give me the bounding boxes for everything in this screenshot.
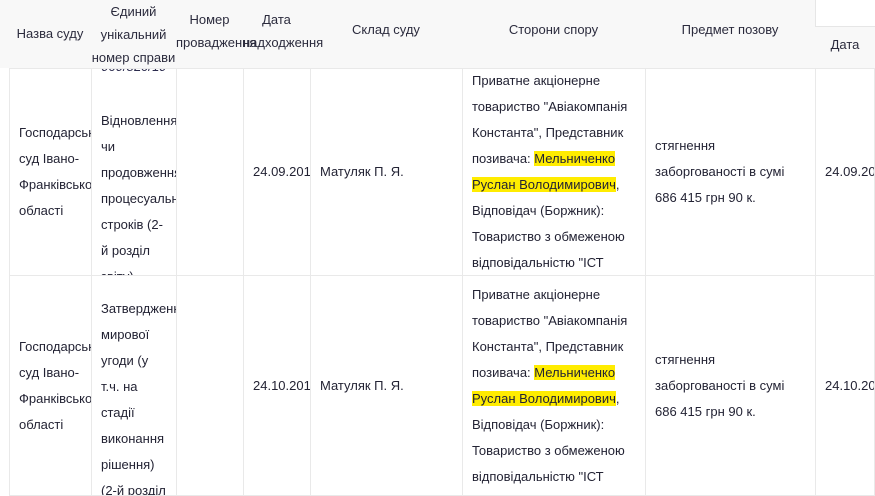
subject-text: стягнення заборгованості в сумі 686 415 … bbox=[655, 138, 785, 205]
case-kind-text: Затвердження мирової угоди (у т.ч. на ст… bbox=[101, 300, 176, 496]
date-text: 24.09.2019 bbox=[825, 164, 875, 179]
court-panel-text: Матуляк П. Я. bbox=[320, 164, 404, 179]
column-header-subject[interactable]: Предмет позову bbox=[681, 22, 779, 37]
parties-text: Позивач (Заявник): Приватне акціонерне т… bbox=[472, 69, 636, 275]
receipt-date-text: 24.10.2019 bbox=[253, 377, 310, 393]
case-number-block: 909/820/19 Відновлення чи продовження пр… bbox=[101, 69, 176, 275]
table-body: Господарський суд Івано-Франківської обл… bbox=[0, 68, 875, 496]
column-header-court-name[interactable]: Назва суду bbox=[16, 26, 84, 41]
column-header-date[interactable]: Дата bbox=[830, 37, 860, 52]
receipt-date-text: 24.09.2019 bbox=[253, 164, 310, 179]
column-header-parties[interactable]: Сторони спору bbox=[508, 22, 599, 37]
parties-prefix: Позивач (Заявник): Приватне акціонерне т… bbox=[472, 286, 628, 380]
column-header-receipt-date[interactable]: Дата надходження bbox=[243, 12, 324, 50]
cell-case-number: 909/820/19 Затвердження мирової угоди (у… bbox=[91, 275, 176, 496]
cell-court-panel: Матуляк П. Я. bbox=[310, 275, 462, 496]
table-row[interactable]: Господарський суд Івано-Франківської обл… bbox=[0, 275, 875, 496]
cell-court-name: Господарський суд Івано-Франківської обл… bbox=[9, 275, 91, 496]
column-header-proceeding-number[interactable]: Номер провадження bbox=[176, 12, 257, 50]
subject-text: стягнення заборгованості в сумі 686 415 … bbox=[655, 351, 785, 419]
cell-case-number: 909/820/19 Відновлення чи продовження пр… bbox=[91, 68, 176, 275]
cell-receipt-date: 24.09.2019 bbox=[243, 68, 310, 275]
header-corner-box bbox=[815, 0, 875, 27]
table-header-row: Назва суду Єдиний унікальний номер справ… bbox=[0, 0, 875, 68]
parties-highlighted-name: Мельниченко Руслан Володимирович bbox=[472, 364, 616, 406]
cell-receipt-date: 24.10.2019 bbox=[243, 275, 310, 496]
case-kind-text: Відновлення чи продовження процесуальних… bbox=[101, 113, 176, 275]
column-header-case-number[interactable]: Єдиний унікальний номер справи bbox=[91, 4, 176, 65]
cell-date: 24.10.2019 bbox=[815, 275, 875, 496]
cell-subject: стягнення заборгованості в сумі 686 415 … bbox=[645, 275, 815, 496]
case-number-block: 909/820/19 Затвердження мирової угоди (у… bbox=[101, 276, 176, 496]
court-name-text: Господарський суд Івано-Франківської обл… bbox=[19, 125, 91, 218]
parties-prefix: Позивач (Заявник): Приватне акціонерне т… bbox=[472, 73, 628, 166]
court-panel-text: Матуляк П. Я. bbox=[320, 377, 404, 393]
parties-suffix: , Відповідач (Боржник): Товариство з обм… bbox=[472, 177, 625, 270]
date-text: 24.10.2019 bbox=[825, 377, 875, 393]
court-name-text: Господарський суд Івано-Франківської обл… bbox=[19, 338, 91, 432]
cell-court-panel: Матуляк П. Я. bbox=[310, 68, 462, 275]
cell-parties: Позивач (Заявник): Приватне акціонерне т… bbox=[462, 275, 645, 496]
cell-proceeding-number bbox=[176, 68, 243, 275]
cell-subject: стягнення заборгованості в сумі 686 415 … bbox=[645, 68, 815, 275]
cell-proceeding-number bbox=[176, 275, 243, 496]
cell-date: 24.09.2019 bbox=[815, 68, 875, 275]
case-number-link[interactable]: 909/820/19 bbox=[101, 69, 167, 80]
column-header-court-panel[interactable]: Склад суду bbox=[352, 22, 420, 37]
parties-text: Позивач (Заявник): Приватне акціонерне т… bbox=[472, 276, 636, 496]
table-row[interactable]: Господарський суд Івано-Франківської обл… bbox=[0, 68, 875, 275]
cell-court-name: Господарський суд Івано-Франківської обл… bbox=[9, 68, 91, 275]
cell-parties: Позивач (Заявник): Приватне акціонерне т… bbox=[462, 68, 645, 275]
parties-suffix: , Відповідач (Боржник): Товариство з обм… bbox=[472, 390, 625, 496]
